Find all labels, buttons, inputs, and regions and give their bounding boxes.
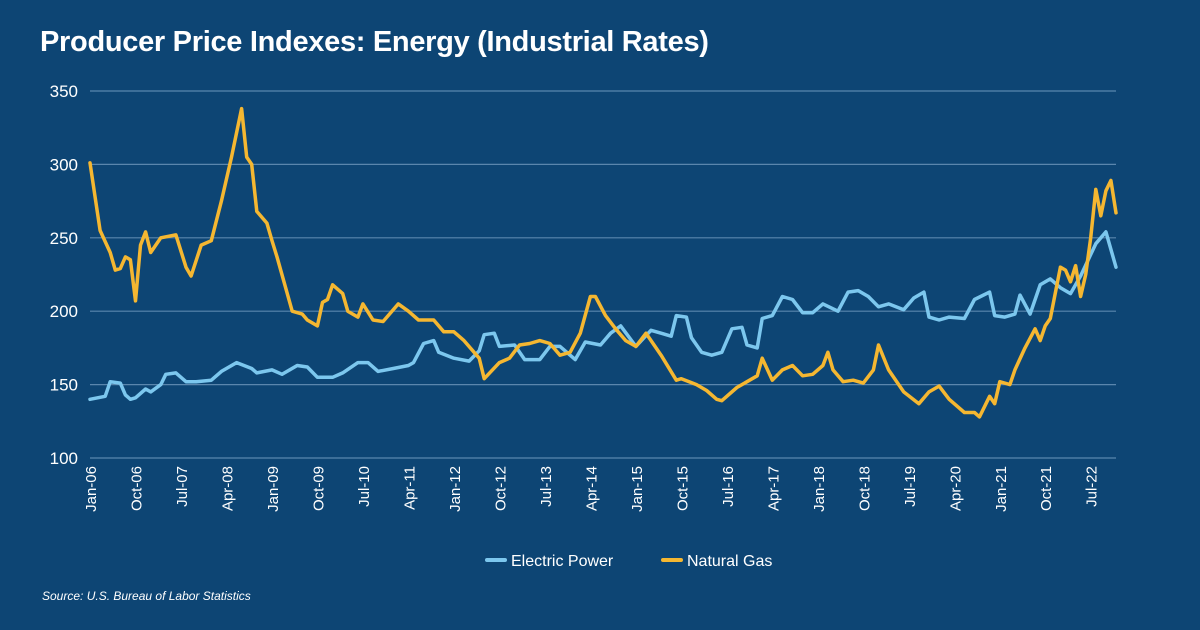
y-tick-label: 250 — [50, 229, 78, 248]
x-tick-label: Apr-14 — [583, 466, 600, 511]
y-tick-label: 150 — [50, 376, 78, 395]
x-tick-label: Apr-11 — [401, 466, 418, 510]
legend-label: Natural Gas — [687, 553, 772, 570]
y-axis-ticks: 100 150 200 250 300 350 — [50, 82, 78, 468]
series-line-natural-gas — [88, 106, 1118, 419]
x-tick-label: Jan-18 — [811, 466, 828, 512]
x-tick-label: Jan-12 — [447, 466, 464, 512]
x-tick-label: Jan-21 — [993, 466, 1010, 512]
x-tick-label: Oct-12 — [492, 466, 509, 511]
x-tick-label: Jan-15 — [629, 466, 646, 512]
legend: Electric Power Natural Gas — [485, 553, 772, 570]
x-tick-label: Jul-13 — [538, 466, 555, 507]
legend-label: Electric Power — [511, 553, 614, 570]
source-note: Source: U.S. Bureau of Labor Statistics — [42, 589, 251, 603]
x-axis-ticks: Jan-06 Oct-06 Jul-07 Apr-08 Jan-09 Oct-09 Jul-… — [83, 466, 1101, 512]
x-tick-label: Oct-15 — [674, 466, 691, 511]
x-tick-label: Jul-16 — [720, 466, 737, 507]
x-tick-label: Apr-08 — [219, 466, 236, 511]
x-tick-label: Oct-21 — [1038, 466, 1055, 511]
x-tick-label: Oct-18 — [856, 466, 873, 511]
y-tick-label: 100 — [50, 449, 78, 468]
x-tick-label: Oct-06 — [128, 466, 145, 511]
x-tick-label: Jul-19 — [902, 466, 919, 507]
y-tick-label: 300 — [50, 155, 78, 174]
chart-title: Producer Price Indexes: Energy (Industri… — [40, 26, 709, 58]
x-tick-label: Jul-07 — [174, 466, 191, 507]
x-tick-label: Jul-22 — [1084, 466, 1101, 507]
x-tick-label: Apr-20 — [947, 466, 964, 511]
y-tick-label: 200 — [50, 302, 78, 321]
series-line-electric-power — [88, 230, 1118, 402]
y-tick-label: 350 — [50, 82, 78, 101]
x-tick-label: Jan-06 — [83, 466, 100, 512]
x-tick-label: Jul-10 — [356, 466, 373, 507]
x-tick-label: Oct-09 — [310, 466, 327, 511]
x-tick-label: Apr-17 — [765, 466, 782, 511]
x-tick-label: Jan-09 — [265, 466, 282, 512]
series-lines — [88, 106, 1118, 419]
